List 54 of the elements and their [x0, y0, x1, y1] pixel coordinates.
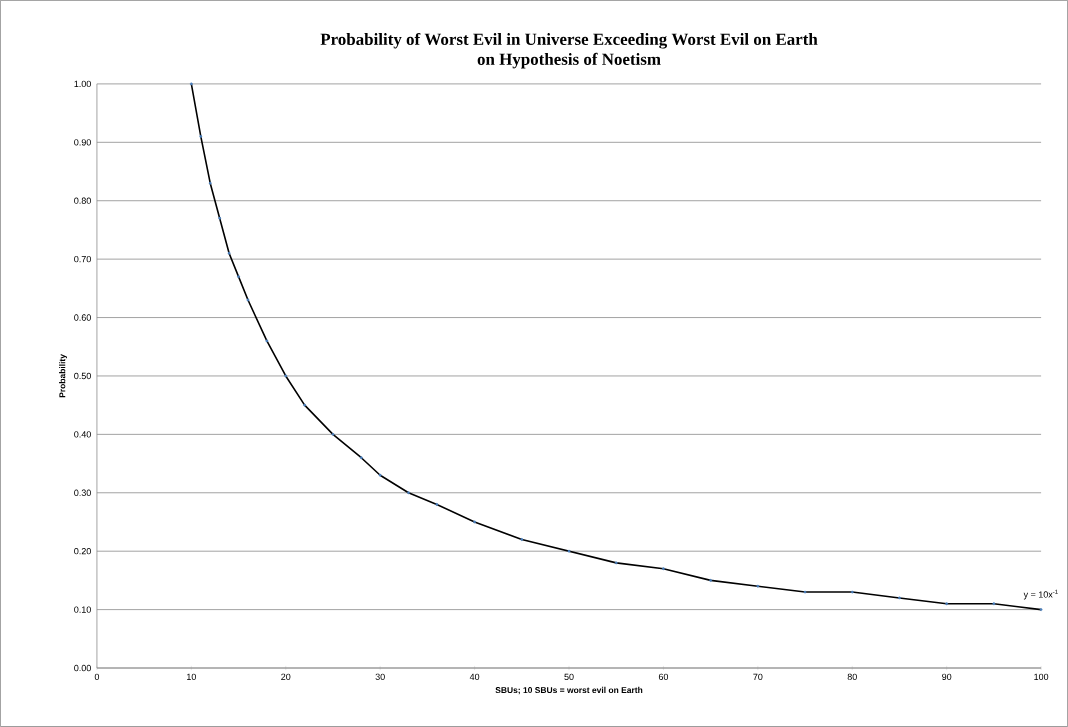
x-tick-label: 60 [658, 673, 669, 681]
y-tick-label: 0.40 [74, 431, 91, 438]
x-tick-label: 30 [375, 673, 385, 681]
x-tick-label: 80 [847, 673, 857, 681]
y-tick-label: 0.20 [74, 548, 91, 555]
point [303, 403, 307, 407]
point [237, 275, 240, 279]
point [199, 135, 203, 138]
point [435, 503, 439, 506]
point [218, 216, 222, 220]
chart-title: Probability of Worst Evil in Universe Exceeding Worst Evil on Earth on Hypothesis of Noetism [320, 32, 818, 69]
x-axis-title: SBUs; 10 SBUs = worst evil on Earth [495, 686, 643, 695]
point [378, 473, 382, 477]
point [945, 602, 949, 606]
x-tick-label: 70 [753, 673, 763, 681]
y-tick-label: 0.90 [74, 139, 91, 146]
y-axis-title: Probability [59, 354, 67, 398]
y-tick-label: 1.00 [74, 80, 91, 88]
point [246, 298, 250, 302]
point [473, 520, 476, 524]
x-tick-label: 50 [564, 673, 574, 681]
annotation: y = 10x$^{-1}$ [1023, 589, 1058, 600]
x-tick-label: 20 [281, 673, 291, 681]
point [265, 339, 269, 343]
point [756, 584, 760, 588]
x-tick-label: 40 [469, 673, 480, 681]
x-tick-label: 0 [94, 673, 100, 681]
point [284, 374, 288, 378]
point [850, 590, 854, 594]
y-tick-label: 0.80 [74, 197, 91, 204]
point [520, 538, 524, 541]
point [567, 549, 571, 553]
point [227, 251, 231, 255]
y-tick-label: 0.00 [74, 664, 91, 672]
point [189, 82, 193, 86]
point [407, 491, 410, 495]
y-tick-label: 0.70 [74, 255, 91, 263]
point [331, 433, 335, 436]
point [359, 456, 363, 460]
point [1039, 608, 1043, 612]
x-tick-label: 10 [187, 673, 196, 681]
y-tick-label: 0.10 [74, 606, 91, 613]
y-tick-label: 0.60 [74, 314, 91, 321]
point [614, 561, 618, 565]
x-tick-label: 90 [942, 673, 952, 681]
point [208, 181, 212, 185]
y-tick-label: 0.30 [74, 489, 91, 496]
point [662, 567, 665, 571]
y-tick-label: 0.50 [74, 372, 91, 380]
point [709, 579, 713, 582]
point [803, 590, 807, 594]
point [898, 596, 901, 600]
point [992, 602, 996, 606]
x-tick-label: 100 [1034, 673, 1049, 681]
